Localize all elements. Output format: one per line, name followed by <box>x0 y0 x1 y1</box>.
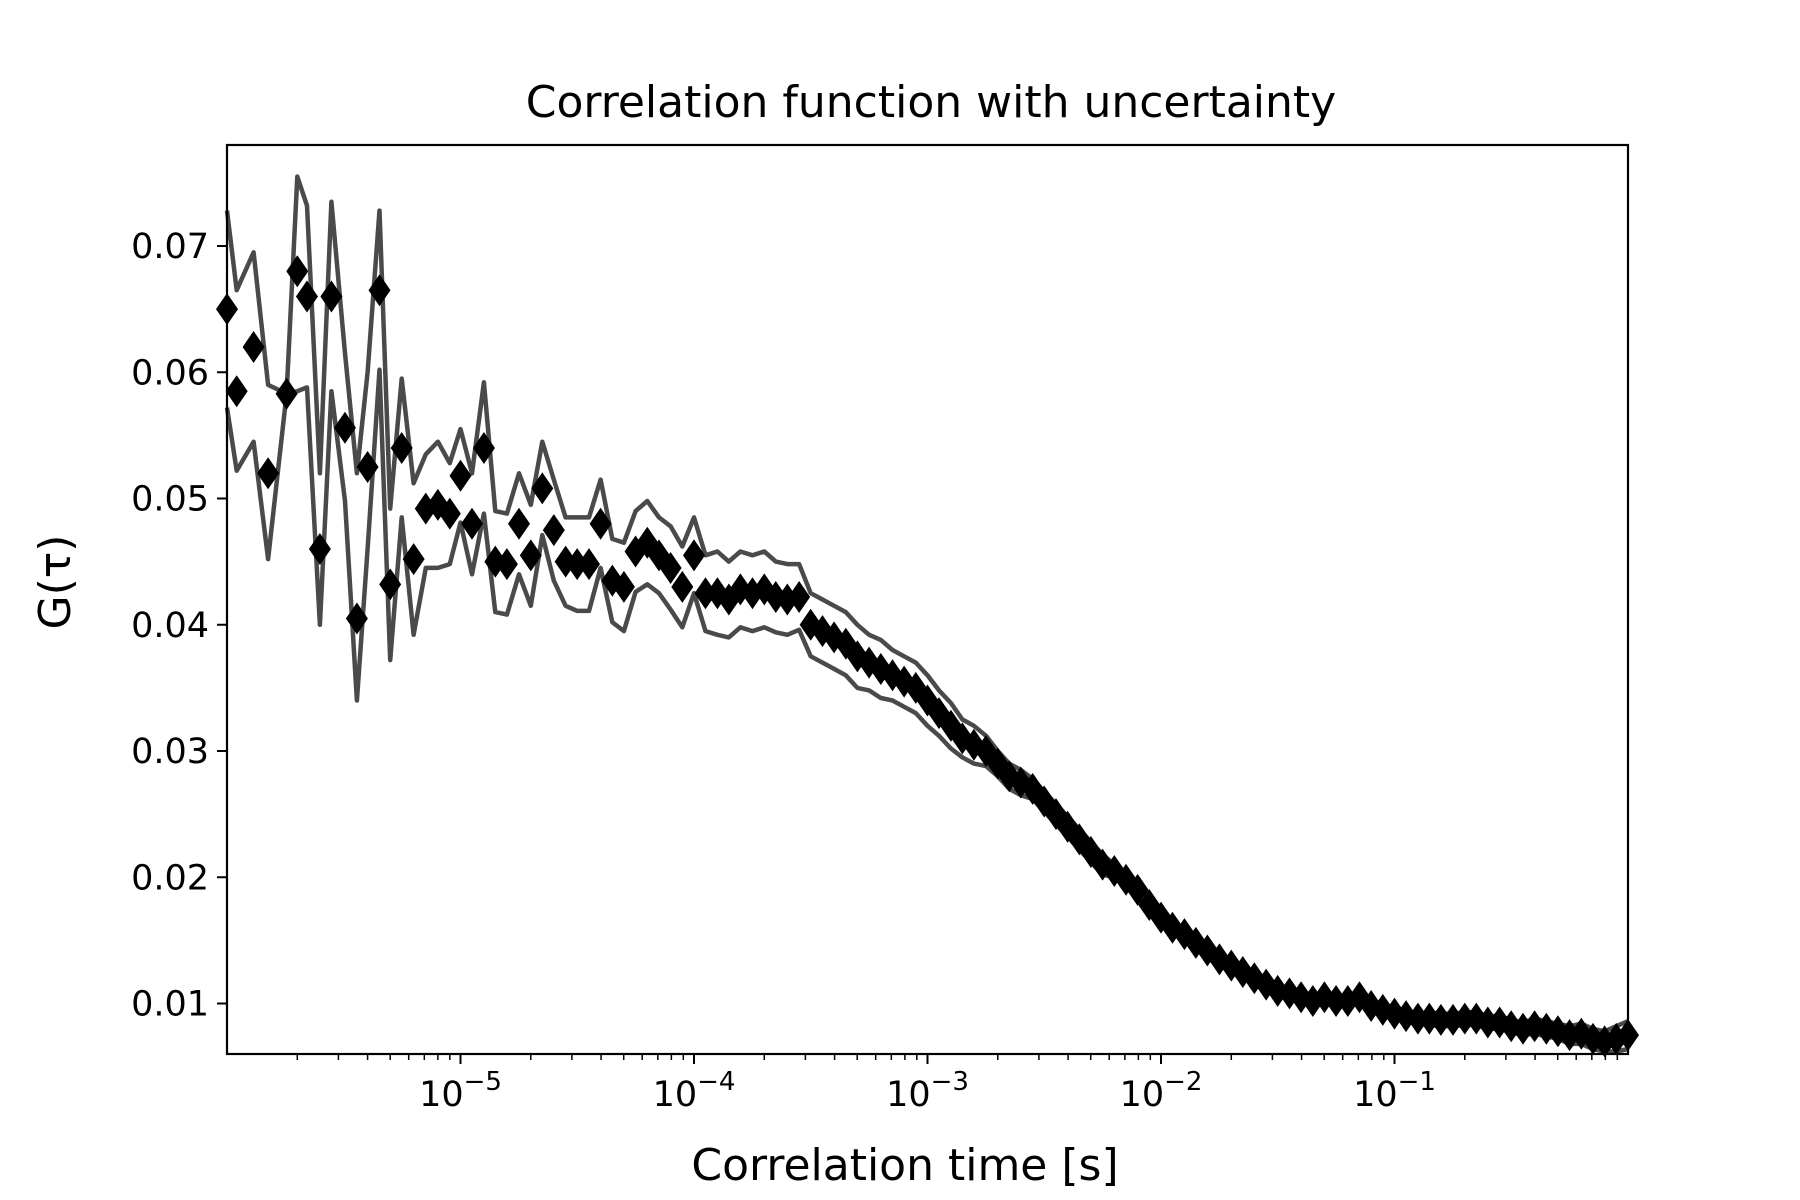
y-tick-label: 0.03 <box>131 732 209 772</box>
data-point <box>460 507 483 540</box>
y-tick-label: 0.02 <box>131 858 209 898</box>
data-point <box>1325 984 1348 1017</box>
chart-title: Correlation function with uncertainty <box>526 77 1336 128</box>
data-point <box>694 577 717 610</box>
data-point <box>286 255 309 288</box>
data-point <box>1126 873 1149 906</box>
plot-area <box>216 174 1639 1058</box>
data-point <box>1453 1002 1476 1035</box>
data-point <box>368 274 391 307</box>
data-point <box>495 548 518 581</box>
x-tick-label: 10−3 <box>886 1067 969 1115</box>
data-point <box>612 570 635 603</box>
data-point <box>566 548 589 581</box>
x-tick-label: 10−5 <box>419 1067 502 1115</box>
data-point <box>438 497 461 530</box>
x-axis: 10−5 10−4 10−3 10−2 10−1 <box>296 1054 1619 1115</box>
y-tick-label: 0.05 <box>131 480 209 520</box>
data-point <box>402 543 425 576</box>
y-axis: 0.01 0.02 0.03 0.04 0.05 0.06 0.07 <box>131 227 227 1025</box>
data-point <box>1406 1002 1429 1035</box>
data-point <box>390 432 413 464</box>
y-tick-label: 0.04 <box>131 606 209 646</box>
data-point <box>242 331 265 363</box>
x-axis-label: Correlation time [s] <box>691 1140 1118 1191</box>
x-tick-label: 10−1 <box>1353 1067 1436 1115</box>
data-point <box>225 375 248 408</box>
data-point <box>275 377 298 410</box>
data-point <box>519 539 542 572</box>
data-point <box>671 570 694 603</box>
data-point <box>542 514 565 547</box>
data-point <box>683 539 705 572</box>
data-point <box>788 580 811 613</box>
y-tick-label: 0.01 <box>131 985 209 1025</box>
x-tick-label: 10−4 <box>653 1067 736 1115</box>
data-point <box>659 551 682 584</box>
data-point <box>379 568 402 601</box>
data-point <box>449 459 472 492</box>
data-point <box>589 507 612 540</box>
data-point <box>333 411 356 444</box>
data-point <box>1476 1006 1499 1039</box>
data-point <box>472 432 495 464</box>
data-point <box>295 280 318 313</box>
y-axis-label: G(τ) <box>30 535 81 630</box>
x-tick-label: 10−2 <box>1120 1067 1203 1115</box>
data-point <box>308 533 331 565</box>
data-point <box>345 602 368 635</box>
y-tick-label: 0.06 <box>131 353 209 393</box>
data-point <box>1429 1003 1452 1036</box>
data-point <box>577 548 600 581</box>
data-point <box>257 457 280 490</box>
data-point <box>356 450 379 483</box>
data-point <box>507 507 530 540</box>
y-tick-label: 0.07 <box>131 227 209 267</box>
data-point <box>320 280 343 313</box>
data-point <box>531 472 554 505</box>
data-point <box>1009 766 1032 799</box>
